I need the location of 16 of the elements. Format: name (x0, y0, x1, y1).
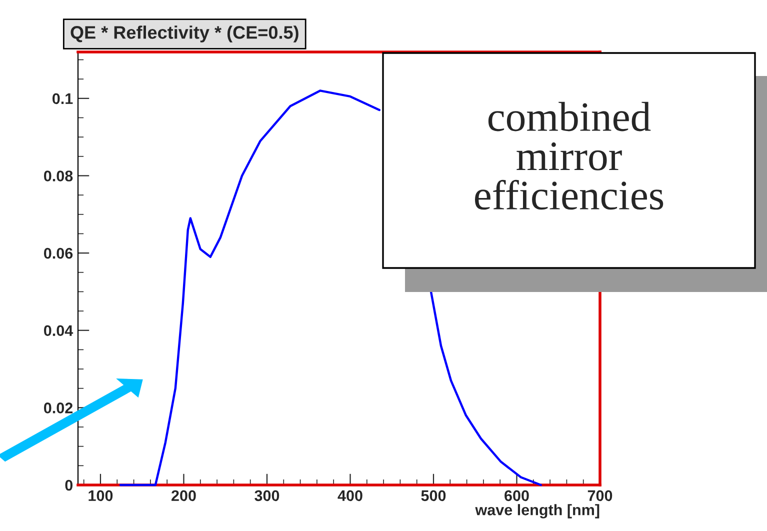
chart-title: QE * Reflectivity * (CE=0.5) (70, 26, 298, 42)
x-tick-label: 400 (338, 490, 362, 502)
x-tick-label: 700 (588, 490, 612, 502)
y-tick-label: 0.04 (44, 325, 74, 336)
x-tick-label: 500 (421, 490, 446, 502)
x-tick-label: 300 (254, 490, 280, 502)
y-tick-label: 0.06 (44, 248, 73, 259)
x-tick-label: 600 (504, 490, 529, 502)
annotation: combined mirror efficiencies (474, 102, 664, 210)
y-tick-label: 0 (65, 480, 73, 491)
x-axis-title: wave length [nm] (475, 504, 600, 518)
y-tick-label: 0.1 (52, 93, 73, 104)
y-tick-label: 0.02 (44, 402, 73, 414)
y-tick-label: 0.08 (44, 170, 73, 182)
x-tick-label: 200 (172, 490, 196, 502)
x-tick-label: 100 (88, 490, 113, 502)
